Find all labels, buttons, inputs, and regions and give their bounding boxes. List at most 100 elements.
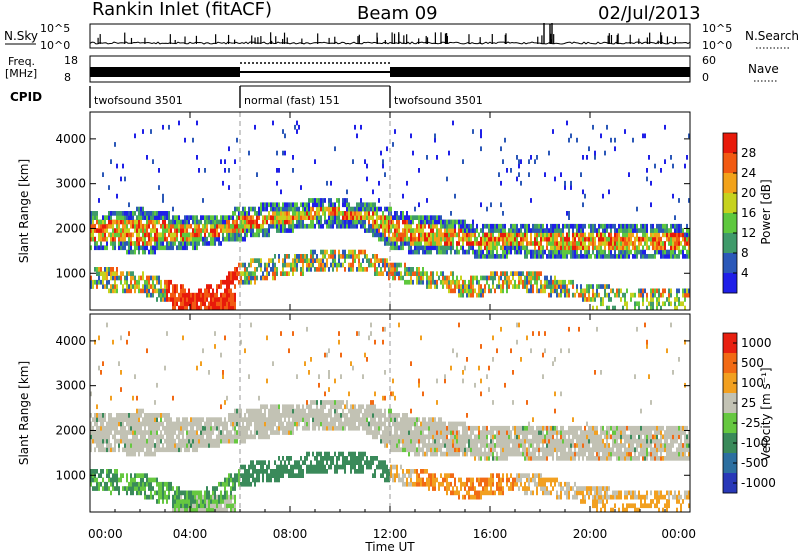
velocity-cell [280, 417, 282, 422]
velocity-cell [282, 408, 284, 414]
power-cell [680, 232, 682, 238]
velocity-cell [210, 434, 212, 440]
velocity-cell [318, 413, 320, 418]
velocity-cell [298, 413, 300, 418]
power-cell [156, 279, 158, 285]
velocity-cell [138, 413, 140, 418]
velocity-cell [228, 473, 230, 478]
power-cell [420, 245, 422, 251]
velocity-cell [360, 469, 362, 474]
power-cell [292, 219, 294, 225]
velocity-cell [324, 417, 326, 422]
power-cell [378, 215, 380, 220]
velocity-cell [364, 425, 366, 431]
power-cell [562, 254, 564, 259]
power-cell [312, 206, 314, 212]
velocity-cell [214, 425, 216, 431]
power-cell [130, 236, 132, 242]
power-cell [640, 241, 642, 246]
velocity-cell [260, 430, 262, 435]
velocity-cell [310, 469, 312, 474]
power-cell [608, 223, 610, 229]
velocity-cell [350, 425, 352, 431]
power-cell [676, 236, 678, 242]
power-cell [468, 284, 470, 289]
power-cell [284, 211, 286, 216]
velocity-cell [234, 477, 236, 483]
power-cell [580, 172, 582, 177]
velocity-cell [174, 447, 176, 453]
velocity-cell [202, 503, 204, 509]
power-cell [180, 288, 182, 294]
power-cell [430, 245, 432, 251]
velocity-cell [366, 430, 368, 435]
power-cell [444, 279, 446, 285]
power-cell [538, 275, 540, 281]
velocity-cell [304, 417, 306, 422]
velocity-cell [132, 425, 134, 431]
power-cell [194, 219, 196, 225]
power-cell [344, 258, 346, 263]
velocity-cell [204, 494, 206, 500]
power-cell [478, 279, 480, 285]
power-cell [478, 288, 480, 294]
velocity-cell [224, 481, 226, 487]
velocity-cell [218, 417, 220, 422]
power-cell [622, 241, 624, 246]
velocity-cell [92, 438, 94, 444]
power-cell [502, 284, 504, 289]
power-cell [644, 241, 646, 246]
power-cell [180, 305, 182, 311]
power-cell [552, 236, 554, 242]
velocity-cell [188, 507, 190, 513]
power-cell [540, 284, 542, 289]
velocity-cell [220, 430, 222, 435]
power-cell [420, 219, 422, 225]
velocity-cell [312, 400, 314, 405]
power-cell [328, 211, 330, 216]
power-cell [212, 228, 214, 233]
power-cell [374, 262, 376, 268]
velocity-cell [234, 430, 236, 435]
velocity-cell [228, 503, 230, 509]
velocity-cell [248, 473, 250, 478]
power-cell [102, 219, 104, 225]
power-cell [500, 228, 502, 233]
power-cell [560, 241, 562, 246]
velocity-cell [204, 430, 206, 435]
power-cell [322, 198, 324, 203]
power-cell [436, 232, 438, 238]
power-cell [496, 249, 498, 255]
power-cell [418, 279, 420, 285]
velocity-cell [210, 430, 212, 435]
power-cell [230, 232, 232, 238]
power-cell [540, 236, 542, 242]
velocity-cell [218, 421, 220, 427]
velocity-cell [90, 413, 92, 418]
velocity-cell [132, 438, 134, 444]
velocity-cell [206, 507, 208, 513]
power-cell [278, 206, 280, 212]
velocity-cell [274, 421, 276, 427]
power-cell [568, 279, 570, 285]
velocity-cell [294, 464, 296, 470]
power-data [90, 112, 690, 311]
power-cell [128, 228, 130, 233]
power-cell [428, 275, 430, 281]
power-cell [390, 215, 392, 220]
velocity-cell [208, 430, 210, 435]
power-cell [168, 228, 170, 233]
power-cell [198, 219, 200, 225]
power-cell [128, 288, 130, 294]
power-cell [568, 245, 570, 251]
power-cell [196, 301, 198, 307]
velocity-cell [188, 443, 190, 448]
power-cell [556, 292, 558, 298]
velocity-cell [250, 434, 252, 440]
velocity-cell [178, 503, 180, 509]
power-cell [440, 223, 442, 229]
power-cell [320, 215, 322, 220]
power-cell [130, 223, 132, 229]
velocity-cell [140, 438, 142, 444]
power-cell [320, 267, 322, 272]
